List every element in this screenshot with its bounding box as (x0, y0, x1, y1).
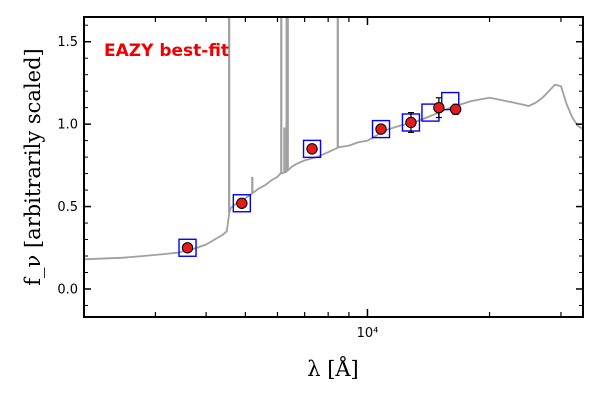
model-flux-boxes (178, 91, 460, 257)
plot-frame (83, 16, 584, 318)
x-tick-labels: 10⁴ (357, 326, 379, 341)
model-flux-box (302, 139, 322, 159)
y-tick-label: 1.0 (57, 118, 78, 133)
template-spectrum-line (83, 83, 584, 261)
observed-flux-point (405, 116, 417, 129)
observed-flux-point (236, 197, 248, 209)
model-flux-box (178, 238, 197, 257)
observed-flux-points (181, 97, 462, 254)
observed-flux-point (306, 143, 318, 155)
observed-flux-point (449, 103, 462, 116)
x-tick-label: 10⁴ (357, 326, 379, 341)
template-layer (83, 17, 584, 261)
observed-flux-point (433, 101, 445, 114)
x-axis-label: λ [Å] (307, 356, 359, 381)
y-tick-labels: 0.0 0.5 1.0 1.5 (57, 35, 78, 297)
axis-ticks (84, 17, 583, 317)
annotation-label: EAZY best-fit (104, 41, 229, 61)
y-tick-label: 1.5 (57, 35, 78, 50)
y-axis-label: f_ν [arbitrarily scaled] (21, 48, 45, 285)
observed-flux-point (181, 242, 194, 254)
y-tick-label: 0.5 (57, 200, 78, 215)
model-flux-box (371, 119, 391, 139)
y-tick-label: 0.0 (57, 282, 78, 297)
model-flux-box (232, 194, 252, 213)
observed-flux-point (375, 123, 387, 135)
